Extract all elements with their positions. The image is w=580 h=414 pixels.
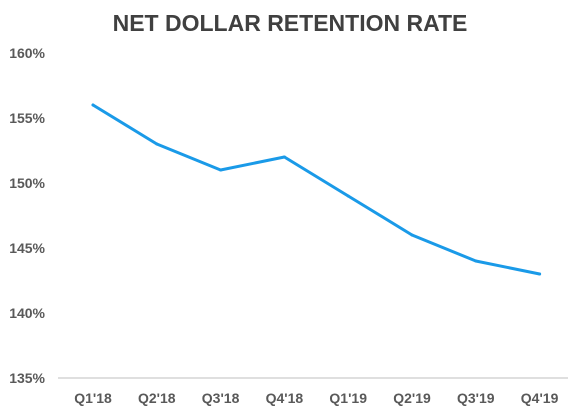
- series-layer: [91, 103, 542, 276]
- x-tick-label: Q1'19: [329, 390, 367, 406]
- y-tick-label: 135%: [9, 370, 45, 386]
- data-point: [538, 272, 542, 276]
- data-point: [474, 259, 478, 263]
- y-tick-label: 155%: [9, 110, 45, 126]
- data-point: [219, 168, 223, 172]
- y-tick-label: 140%: [9, 305, 45, 321]
- y-axis-ticks: 135% 140% 145% 150% 155% 160%: [9, 45, 45, 386]
- x-tick-label: Q3'19: [457, 390, 495, 406]
- x-tick-label: Q3'18: [202, 390, 240, 406]
- x-axis-ticks: Q1'18 Q2'18 Q3'18 Q4'18 Q1'19 Q2'19 Q3'19 Q4'19: [74, 390, 558, 406]
- x-tick-label: Q4'19: [521, 390, 559, 406]
- x-tick-label: Q4'18: [266, 390, 304, 406]
- y-tick-label: 150%: [9, 175, 45, 191]
- x-tick-label: Q2'19: [393, 390, 431, 406]
- chart-title: NET DOLLAR RETENTION RATE: [113, 10, 468, 36]
- x-tick-label: Q1'18: [74, 390, 112, 406]
- data-point: [155, 142, 159, 146]
- data-point: [91, 103, 95, 107]
- data-point: [346, 194, 350, 198]
- y-tick-label: 160%: [9, 45, 45, 61]
- data-point: [282, 155, 286, 159]
- data-point: [410, 233, 414, 237]
- y-tick-label: 145%: [9, 240, 45, 256]
- series-line: [91, 103, 542, 276]
- x-tick-label: Q2'18: [138, 390, 176, 406]
